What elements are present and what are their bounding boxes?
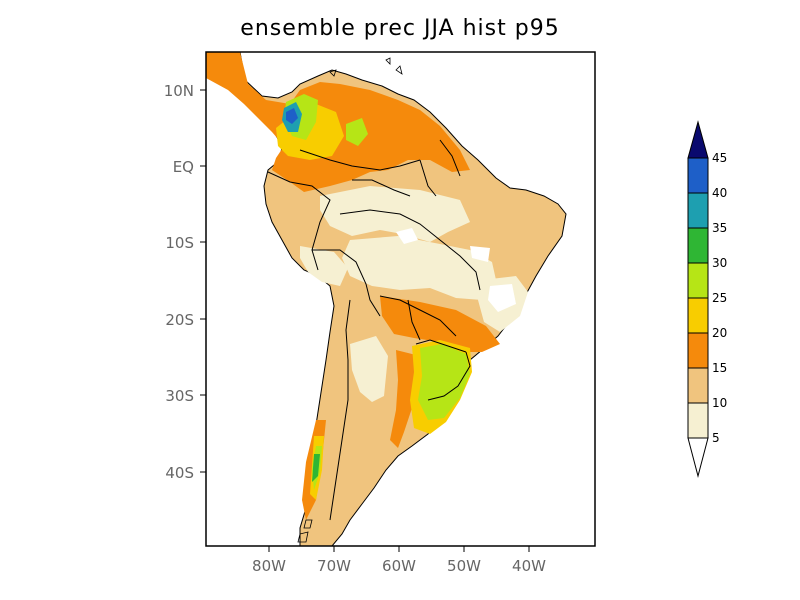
colorbar-segment [687, 227, 709, 264]
lat-axis [200, 89, 206, 473]
colorbar-segment [687, 332, 709, 369]
colorbar-segment [687, 192, 709, 229]
colorbar-segment [687, 367, 709, 404]
lat-tick-label: 20S [165, 311, 194, 329]
colorbar-label: 30 [712, 256, 727, 270]
colorbar-label: 25 [712, 291, 727, 305]
colorbar-top-arrow [687, 120, 709, 159]
lat-tick-label: EQ [173, 158, 194, 176]
colorbar-bottom-arrow [687, 437, 709, 478]
colorbar-segment [687, 402, 709, 439]
lat-tick-label: 10N [164, 82, 194, 100]
colorbar-label: 20 [712, 326, 727, 340]
colorbar-label: 40 [712, 186, 727, 200]
colorbar-label: 15 [712, 361, 727, 375]
lat-tick-label: 10S [165, 234, 194, 252]
band-5-10 [300, 186, 528, 402]
lon-tick-label: 80W [252, 557, 286, 575]
islands [297, 57, 403, 543]
band-30-35 [312, 454, 320, 482]
colorbar-segment [687, 297, 709, 334]
lon-tick-label: 40W [512, 557, 546, 575]
lon-tick-label: 70W [317, 557, 351, 575]
map-area [206, 52, 567, 546]
country-boundaries [267, 139, 481, 521]
colorbar-label: 5 [712, 431, 720, 445]
colorbar-label: 45 [712, 151, 727, 165]
colorbar-segment [687, 262, 709, 299]
lon-tick-label: 60W [382, 557, 416, 575]
lon-axis [268, 546, 530, 552]
colorbar-label: 10 [712, 396, 727, 410]
lat-tick-label: 40S [165, 464, 194, 482]
map-frame [205, 51, 596, 547]
lon-tick-label: 50W [447, 557, 481, 575]
colorbar [687, 120, 709, 478]
band-40-45 [286, 108, 298, 124]
colorbar-label: 35 [712, 221, 727, 235]
lat-tick-label: 30S [165, 387, 194, 405]
colorbar-segment [687, 157, 709, 194]
map-title: ensemble prec JJA hist p95 [240, 16, 560, 41]
